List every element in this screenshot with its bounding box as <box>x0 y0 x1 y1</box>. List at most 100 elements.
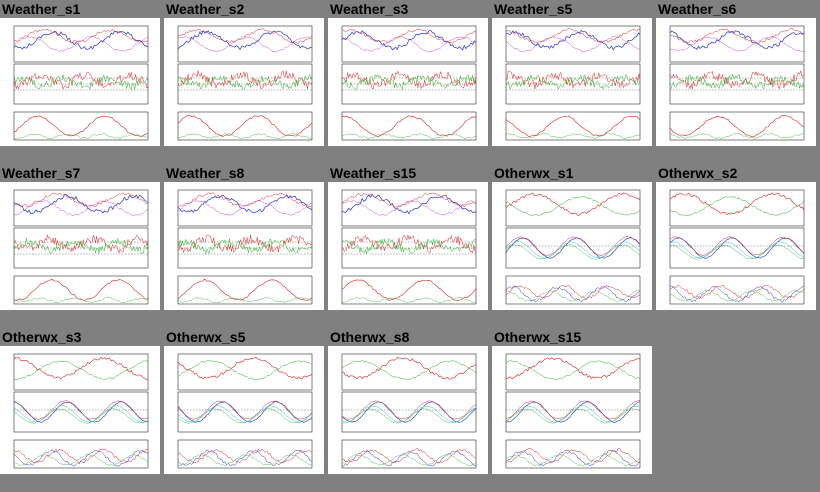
thumbnail-image[interactable] <box>656 18 816 146</box>
plot-line <box>178 358 312 379</box>
thumbnail-cell: Weather_s3 <box>328 0 492 160</box>
plot-line <box>342 193 476 207</box>
plot-thumbnail <box>0 18 160 146</box>
thumbnail-cell: Weather_s7 <box>0 164 164 324</box>
plot-frame <box>506 276 640 304</box>
plot-line <box>14 357 148 380</box>
plot-line <box>342 454 476 466</box>
plot-line <box>670 115 804 137</box>
plot-line <box>670 193 804 215</box>
plot-line <box>14 31 148 49</box>
plot-line <box>670 29 804 44</box>
thumbnail-image[interactable] <box>0 346 160 474</box>
plot-frame <box>506 440 640 468</box>
thumbnail-image[interactable] <box>492 182 652 310</box>
thumbnail-cell: Otherwx_s8 <box>328 328 492 488</box>
plot-line <box>506 450 640 466</box>
plot-frame <box>670 228 804 268</box>
plot-line <box>506 360 640 379</box>
thumbnail-image[interactable] <box>164 182 324 310</box>
plot-line <box>178 201 312 216</box>
thumbnail-cell: Otherwx_s5 <box>164 328 328 488</box>
plot-line <box>506 238 640 259</box>
plot-line <box>342 450 476 466</box>
thumbnail-image[interactable] <box>328 18 488 146</box>
thumbnail-image[interactable] <box>0 18 160 146</box>
thumbnail-title: Weather_s8 <box>166 164 244 182</box>
plot-thumbnail <box>492 346 652 474</box>
plot-line <box>506 116 640 136</box>
plot-line <box>670 196 804 216</box>
plot-line <box>178 279 312 300</box>
plot-frame <box>342 112 476 140</box>
thumbnail-title: Otherwx_s2 <box>658 164 737 182</box>
plot-thumbnail <box>328 182 488 310</box>
plot-frame <box>670 112 804 140</box>
thumbnail-title: Weather_s3 <box>330 0 408 18</box>
plot-frame <box>506 190 640 226</box>
thumbnail-image[interactable] <box>164 18 324 146</box>
plot-line <box>14 37 148 52</box>
plot-line <box>14 194 148 213</box>
plot-line <box>14 193 148 207</box>
thumbnail-cell: Otherwx_s1 <box>492 164 656 324</box>
thumbnail-cell: Otherwx_s15 <box>492 328 656 488</box>
thumbnail-image[interactable] <box>0 182 160 310</box>
plot-line <box>670 242 804 258</box>
thumbnail-image[interactable] <box>492 18 652 146</box>
plot-line <box>506 409 640 424</box>
plot-line <box>342 358 476 380</box>
plot-thumbnail <box>492 182 652 310</box>
plot-line <box>178 297 312 302</box>
plot-line <box>670 71 804 89</box>
thumbnail-title: Weather_s1 <box>2 0 80 18</box>
thumbnail-image[interactable] <box>328 182 488 310</box>
plot-line <box>14 279 148 301</box>
plot-line <box>506 193 640 216</box>
plot-line <box>178 195 312 213</box>
thumbnail-title: Weather_s6 <box>658 0 736 18</box>
plot-thumbnail <box>164 182 324 310</box>
thumbnail-title: Weather_s2 <box>166 0 244 18</box>
plot-thumbnail <box>0 182 160 310</box>
thumbnail-title: Otherwx_s15 <box>494 328 581 346</box>
plot-line <box>506 285 640 299</box>
thumbnail-title: Otherwx_s5 <box>166 328 245 346</box>
plot-thumbnail <box>164 18 324 146</box>
plot-thumbnail <box>656 182 816 310</box>
thumbnail-image[interactable] <box>164 346 324 474</box>
plot-line <box>178 450 312 466</box>
plot-frame <box>178 392 312 432</box>
plot-line <box>14 133 148 139</box>
thumbnail-cell: Weather_s15 <box>328 164 492 324</box>
plot-frame <box>14 354 148 390</box>
plot-frame <box>506 26 640 62</box>
thumbnail-cell: Weather_s1 <box>0 0 164 160</box>
plot-line <box>506 71 640 89</box>
thumbnail-cell: Weather_s6 <box>656 0 820 160</box>
thumbnail-cell: Otherwx_s2 <box>656 164 820 324</box>
plot-line <box>342 31 476 50</box>
plot-line <box>670 285 804 300</box>
thumbnail-title: Otherwx_s3 <box>2 328 81 346</box>
plot-frame <box>14 190 148 226</box>
plot-line <box>506 286 640 302</box>
plot-line <box>342 134 476 139</box>
plot-line <box>506 406 640 422</box>
plot-line <box>14 406 148 423</box>
plot-line <box>342 36 476 52</box>
plot-frame <box>178 112 312 140</box>
thumbnail-image[interactable] <box>656 182 816 310</box>
plot-thumbnail <box>328 18 488 146</box>
plot-frame <box>506 354 640 390</box>
plot-line <box>342 360 476 379</box>
plot-thumbnail <box>164 346 324 474</box>
thumbnail-title: Weather_s5 <box>494 0 572 18</box>
thumbnail-title: Weather_s15 <box>330 164 416 182</box>
plot-line <box>14 450 148 466</box>
thumbnail-image[interactable] <box>328 346 488 474</box>
plot-line <box>342 238 476 253</box>
plot-line <box>670 238 804 259</box>
plot-line <box>506 245 640 260</box>
thumbnail-image[interactable] <box>492 346 652 474</box>
